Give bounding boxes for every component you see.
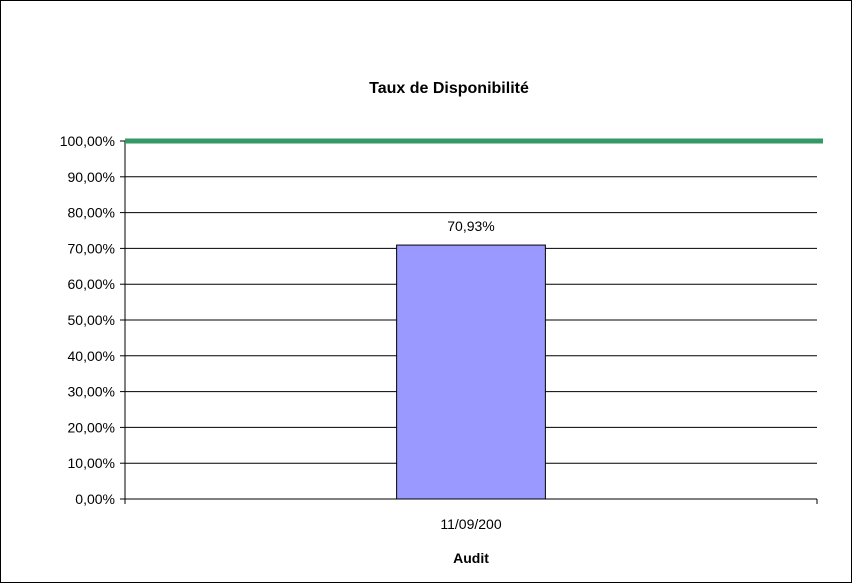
y-tick-label: 30,00% xyxy=(68,384,115,400)
data-label: 70,93% xyxy=(447,218,494,234)
bars xyxy=(396,244,546,500)
y-tick-label: 20,00% xyxy=(68,419,115,435)
y-tick-label: 0,00% xyxy=(75,491,115,507)
x-tick-labels: 11/09/200 xyxy=(440,516,501,532)
x-tick-label: 11/09/200 xyxy=(440,516,501,532)
axes xyxy=(120,140,818,504)
y-tick-label: 50,00% xyxy=(68,312,115,328)
y-tick-label: 10,00% xyxy=(68,455,115,471)
y-tick-label: 80,00% xyxy=(68,205,115,221)
y-tick-label: 70,00% xyxy=(68,240,115,256)
chart-title: Taux de Disponibilité xyxy=(369,80,529,97)
y-tick-label: 90,00% xyxy=(68,169,115,185)
y-tick-label: 100,00% xyxy=(60,133,115,149)
y-tick-label: 60,00% xyxy=(68,276,115,292)
x-axis-title: Audit xyxy=(453,550,489,566)
y-tick-labels: 0,00% 10,00% 20,00% 30,00% 40,00% 50,00% 60,00… xyxy=(60,133,115,507)
bar xyxy=(396,244,546,500)
y-tick-label: 40,00% xyxy=(68,348,115,364)
data-labels: 70,93% xyxy=(447,218,494,234)
